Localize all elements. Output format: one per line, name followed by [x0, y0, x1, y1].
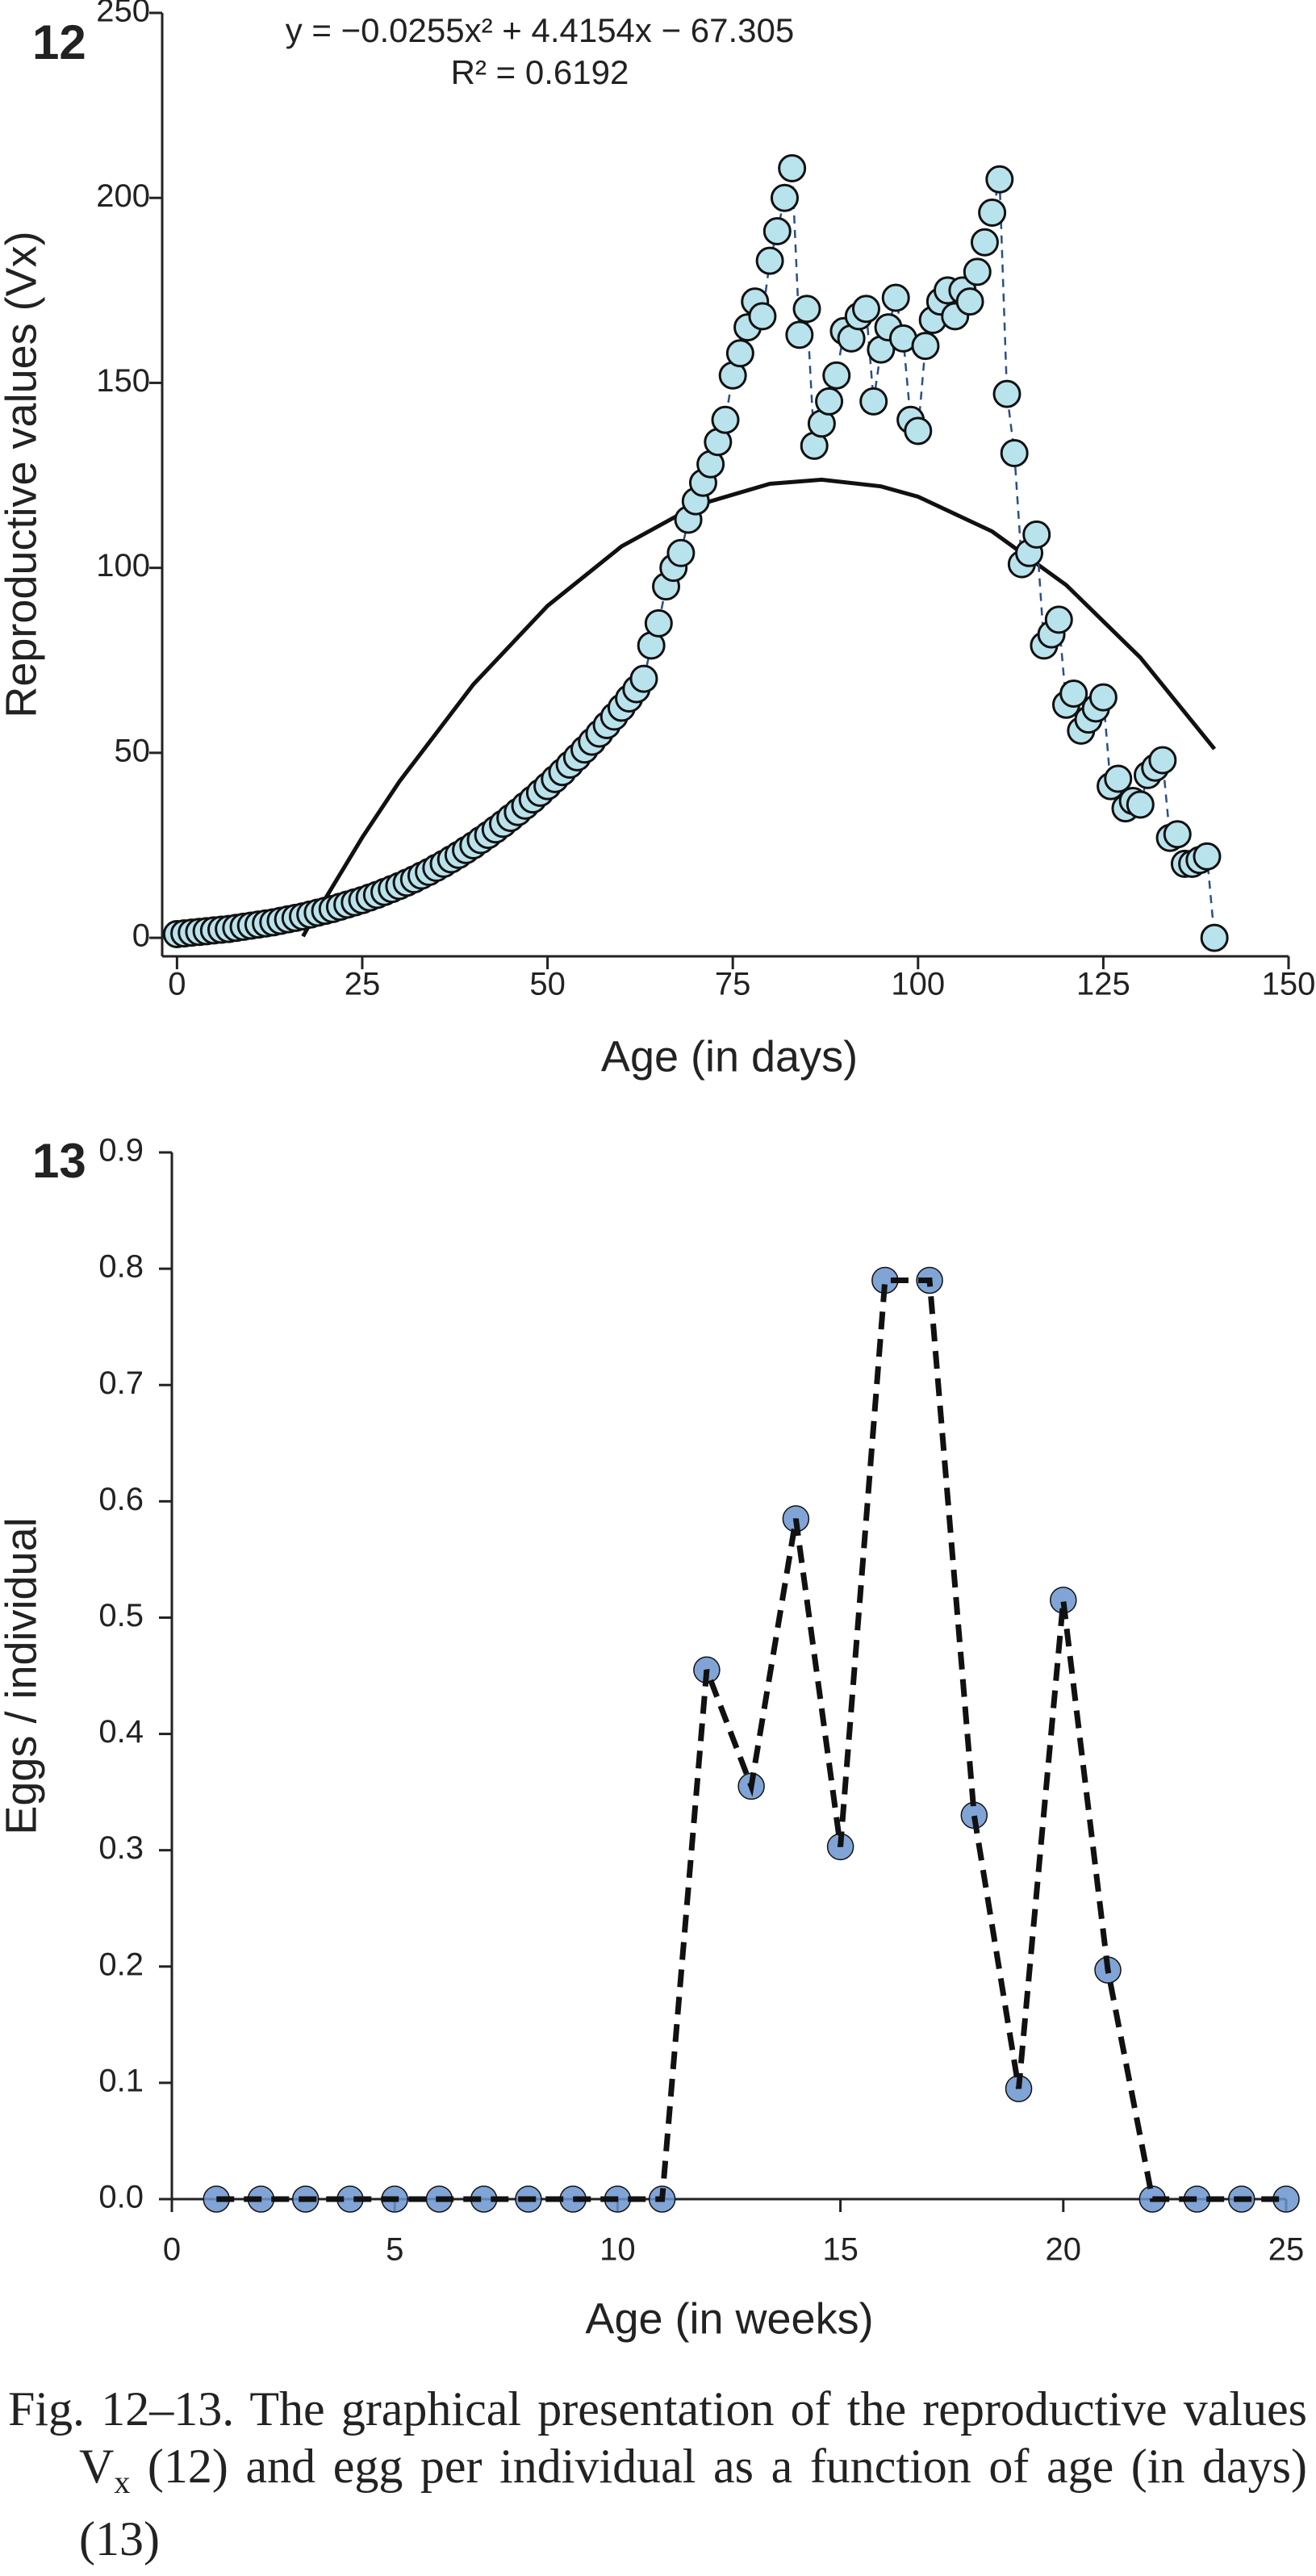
data-point — [1126, 790, 1155, 819]
y-axis-title: Eggs / individual — [0, 1517, 45, 1834]
equation: y = −0.0255x² + 4.4154x − 67.305 — [286, 11, 795, 49]
y-tick-label: 0.3 — [98, 1830, 144, 1866]
data-point — [778, 154, 807, 183]
y-tick-label: 0.6 — [98, 1482, 144, 1517]
y-tick-label: 0.8 — [98, 1249, 144, 1285]
data-point — [985, 165, 1014, 194]
data-point — [963, 257, 992, 286]
y-tick-label: 0 — [132, 918, 150, 954]
x-tick-label: 25 — [1268, 2232, 1305, 2268]
data-point — [1000, 439, 1029, 468]
data-point — [770, 183, 799, 212]
data-point — [859, 387, 888, 416]
y-axis-title: Reproductive values (Vx) — [0, 231, 45, 717]
x-axis-title: Age (in weeks) — [585, 2294, 873, 2343]
connector-line — [177, 168, 1216, 939]
x-tick-label: 75 — [715, 967, 751, 1002]
x-tick-label: 15 — [822, 2232, 859, 2268]
data-point — [970, 228, 999, 257]
data-point — [1193, 842, 1222, 871]
y-tick-label: 250 — [96, 0, 150, 29]
y-tick-label: 50 — [115, 733, 151, 768]
x-tick-label: 0 — [163, 2232, 181, 2268]
data-point — [955, 287, 984, 316]
y-tick-label: 0.4 — [98, 1714, 144, 1750]
x-tick-label: 100 — [891, 967, 945, 1002]
x-tick-label: 10 — [600, 2232, 636, 2268]
x-tick-label: 5 — [386, 2232, 403, 2268]
data-point — [1022, 520, 1051, 549]
x-tick-label: 50 — [529, 967, 566, 1002]
panel-label: 12 — [32, 15, 86, 69]
data-point — [1148, 746, 1177, 775]
data-point — [785, 320, 814, 349]
y-tick-label: 0.1 — [98, 2063, 144, 2098]
data-point — [1200, 923, 1229, 952]
data-point — [911, 332, 940, 361]
x-tick-label: 150 — [1262, 967, 1316, 1002]
charts: 12 y = −0.0255x² + 4.4154x − 67.305 R² = 0… — [0, 0, 1316, 2343]
y-tick-label: 0.2 — [98, 1947, 144, 1982]
y-tick-label: 0.0 — [98, 2180, 144, 2215]
data-point — [978, 199, 1007, 228]
data-point — [792, 295, 821, 324]
data-point — [852, 295, 880, 324]
data-point — [666, 538, 696, 567]
caption: Fig. 12–13. The graphical presentation o… — [8, 2381, 1307, 2568]
caption-text: (12) and egg per individual as a functio… — [79, 2440, 1307, 2566]
panel-label: 13 — [32, 1134, 86, 1188]
data-point — [755, 246, 784, 275]
y-tick-label: 150 — [96, 363, 150, 399]
x-tick-label: 20 — [1046, 2232, 1082, 2268]
data-point — [725, 339, 754, 368]
r-squared: R² = 0.6192 — [451, 53, 629, 91]
data-point — [992, 379, 1021, 408]
y-tick-label: 0.7 — [98, 1365, 144, 1401]
x-tick-label: 125 — [1076, 967, 1130, 1002]
caption-text: Fig. 12–13. The graphical presentation o… — [8, 2382, 1307, 2493]
data-point — [748, 302, 777, 331]
data-point — [1044, 605, 1073, 634]
x-axis-title: Age (in days) — [601, 1032, 858, 1081]
x-tick-label: 25 — [345, 967, 381, 1002]
caption-sub: x — [114, 2464, 131, 2500]
data-point — [711, 405, 740, 434]
y-tick-label: 200 — [96, 178, 150, 214]
connector-line — [216, 1278, 1286, 2202]
data-point — [1088, 683, 1118, 712]
data-point — [815, 387, 844, 416]
y-tick-label: 0.5 — [98, 1598, 144, 1633]
data-point — [629, 664, 658, 693]
data-point — [1059, 680, 1088, 709]
x-tick-label: 0 — [168, 967, 186, 1002]
data-point — [644, 608, 673, 638]
data-point — [762, 216, 792, 245]
y-tick-label: 100 — [96, 548, 150, 583]
data-point — [1104, 764, 1133, 793]
data-point — [904, 416, 933, 445]
data-point — [1163, 820, 1192, 849]
data-point — [881, 283, 910, 312]
y-tick-label: 0.9 — [98, 1133, 144, 1169]
data-point — [822, 361, 851, 390]
